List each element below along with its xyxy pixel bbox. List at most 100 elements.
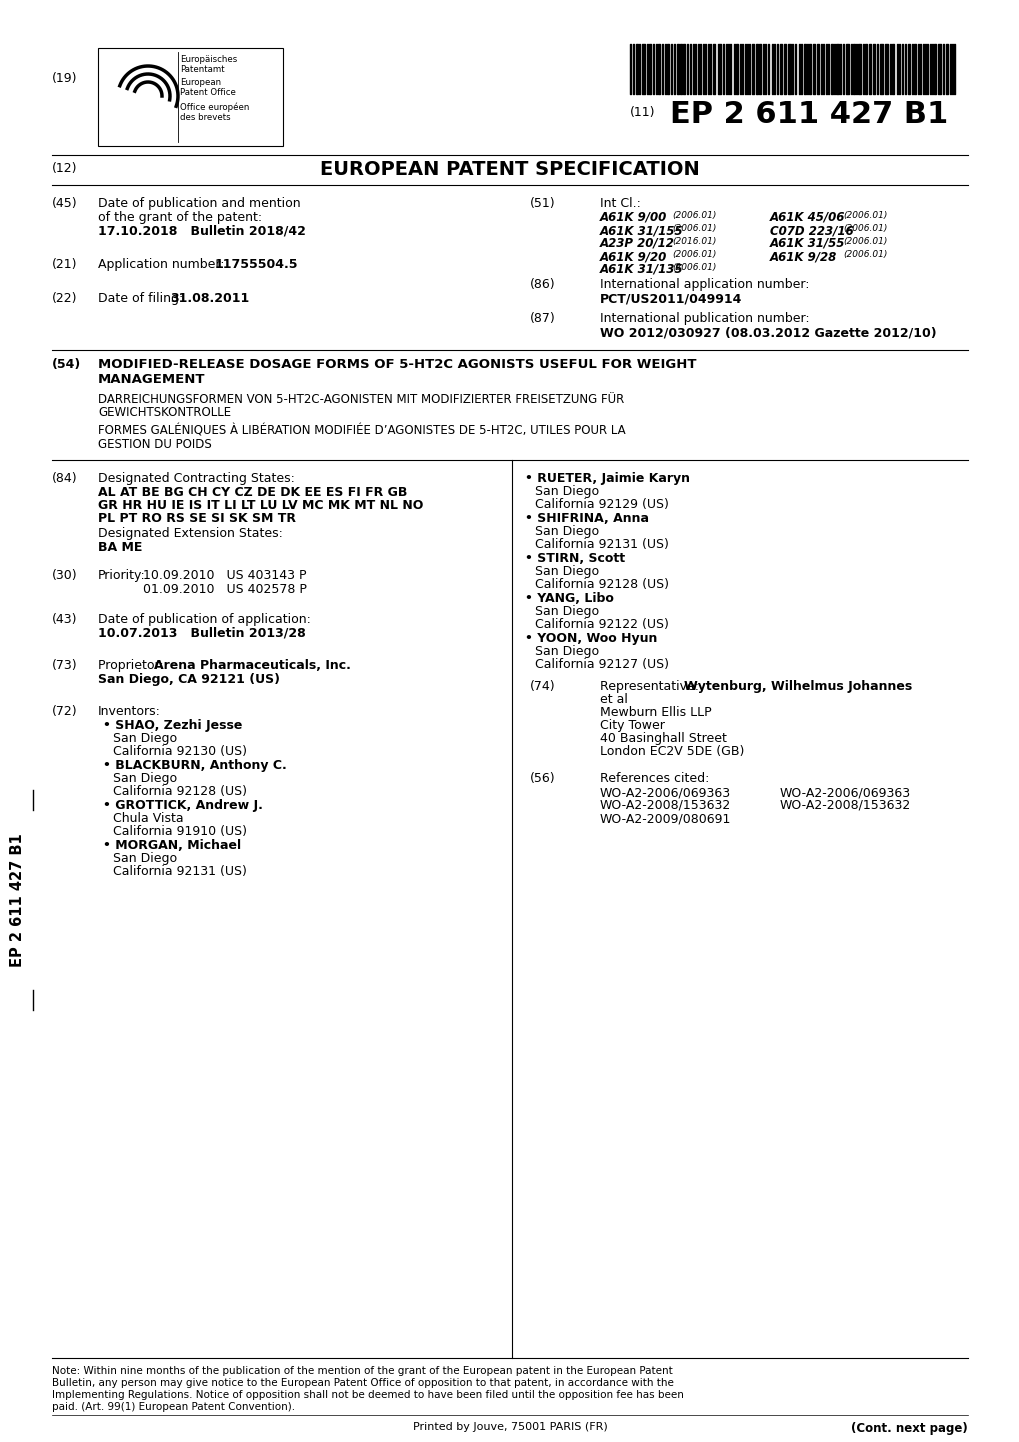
Text: WO-A2-2006/069363: WO-A2-2006/069363 <box>599 786 731 799</box>
Text: PL PT RO RS SE SI SK SM TR: PL PT RO RS SE SI SK SM TR <box>98 512 296 525</box>
Text: (12): (12) <box>52 162 77 174</box>
Text: of the grant of the patent:: of the grant of the patent: <box>98 211 262 224</box>
Text: • YOON, Woo Hyun: • YOON, Woo Hyun <box>525 632 656 645</box>
Text: A61K 31/135: A61K 31/135 <box>599 262 683 275</box>
Text: Implementing Regulations. Notice of opposition shall not be deemed to have been : Implementing Regulations. Notice of oppo… <box>52 1390 683 1400</box>
Text: • RUETER, Jaimie Karyn: • RUETER, Jaimie Karyn <box>525 472 689 485</box>
Text: paid. (Art. 99(1) European Patent Convention).: paid. (Art. 99(1) European Patent Conven… <box>52 1402 294 1412</box>
Text: Office européen: Office européen <box>179 102 249 112</box>
Text: DARREICHUNGSFORMEN VON 5-HT2C-AGONISTEN MIT MODIFIZIERTER FREISETZUNG FÜR: DARREICHUNGSFORMEN VON 5-HT2C-AGONISTEN … <box>98 394 624 407</box>
Text: 17.10.2018   Bulletin 2018/42: 17.10.2018 Bulletin 2018/42 <box>98 225 306 238</box>
Text: A61K 9/00: A61K 9/00 <box>599 211 666 224</box>
Text: (2006.01): (2006.01) <box>842 224 887 234</box>
Text: • YANG, Libo: • YANG, Libo <box>525 593 613 606</box>
Text: San Diego: San Diego <box>535 565 598 578</box>
Text: Mewburn Ellis LLP: Mewburn Ellis LLP <box>599 707 711 720</box>
Text: San Diego, CA 92121 (US): San Diego, CA 92121 (US) <box>98 673 280 686</box>
Text: • MORGAN, Michael: • MORGAN, Michael <box>103 839 240 852</box>
Text: (2006.01): (2006.01) <box>672 249 715 260</box>
Text: Date of publication and mention: Date of publication and mention <box>98 198 301 211</box>
Text: 40 Basinghall Street: 40 Basinghall Street <box>599 733 727 746</box>
Text: GEWICHTSKONTROLLE: GEWICHTSKONTROLLE <box>98 407 231 420</box>
Text: • SHIFRINA, Anna: • SHIFRINA, Anna <box>525 512 648 525</box>
Text: A61K 9/28: A61K 9/28 <box>769 249 837 262</box>
Text: WO-A2-2006/069363: WO-A2-2006/069363 <box>780 786 910 799</box>
Text: MANAGEMENT: MANAGEMENT <box>98 373 205 386</box>
Text: Patent Office: Patent Office <box>179 88 235 97</box>
Text: BA ME: BA ME <box>98 541 143 554</box>
Text: EP 2 611 427 B1: EP 2 611 427 B1 <box>10 833 25 968</box>
Text: References cited:: References cited: <box>599 771 708 784</box>
Text: Wytenburg, Wilhelmus Johannes: Wytenburg, Wilhelmus Johannes <box>684 681 911 694</box>
Text: • BLACKBURN, Anthony C.: • BLACKBURN, Anthony C. <box>103 758 286 771</box>
Text: • SHAO, Zezhi Jesse: • SHAO, Zezhi Jesse <box>103 720 243 733</box>
Text: San Diego: San Diego <box>113 771 177 784</box>
Text: (11): (11) <box>630 107 655 120</box>
Text: C07D 223/16: C07D 223/16 <box>769 224 853 236</box>
Text: AL AT BE BG CH CY CZ DE DK EE ES FI FR GB: AL AT BE BG CH CY CZ DE DK EE ES FI FR G… <box>98 486 407 499</box>
Text: San Diego: San Diego <box>113 852 177 865</box>
Text: • GROTTICK, Andrew J.: • GROTTICK, Andrew J. <box>103 799 263 812</box>
Text: Representative:: Representative: <box>599 681 702 694</box>
Text: San Diego: San Diego <box>535 606 598 619</box>
Text: PCT/US2011/049914: PCT/US2011/049914 <box>599 291 742 306</box>
Text: Application number:: Application number: <box>98 258 228 271</box>
Text: California 92131 (US): California 92131 (US) <box>113 865 247 878</box>
Text: (54): (54) <box>52 358 82 371</box>
Text: International publication number:: International publication number: <box>599 311 809 324</box>
Text: GESTION DU POIDS: GESTION DU POIDS <box>98 438 212 451</box>
Text: (73): (73) <box>52 659 77 672</box>
Text: (19): (19) <box>52 72 77 85</box>
Text: Note: Within nine months of the publication of the mention of the grant of the E: Note: Within nine months of the publicat… <box>52 1366 673 1376</box>
Text: (2006.01): (2006.01) <box>672 262 715 273</box>
Text: Arena Pharmaceuticals, Inc.: Arena Pharmaceuticals, Inc. <box>154 659 351 672</box>
Text: 01.09.2010   US 402578 P: 01.09.2010 US 402578 P <box>143 583 307 596</box>
Text: (21): (21) <box>52 258 77 271</box>
Text: Designated Contracting States:: Designated Contracting States: <box>98 472 294 485</box>
Text: California 92128 (US): California 92128 (US) <box>535 578 668 591</box>
Text: (2006.01): (2006.01) <box>672 224 715 234</box>
Text: California 92127 (US): California 92127 (US) <box>535 658 668 671</box>
Text: (86): (86) <box>530 278 555 291</box>
Text: A61K 9/20: A61K 9/20 <box>599 249 666 262</box>
Text: (2006.01): (2006.01) <box>842 249 887 260</box>
Text: EP 2 611 427 B1: EP 2 611 427 B1 <box>669 99 948 128</box>
Text: • STIRN, Scott: • STIRN, Scott <box>525 552 625 565</box>
Text: (51): (51) <box>530 198 555 211</box>
Text: Chula Vista: Chula Vista <box>113 812 183 825</box>
Text: (87): (87) <box>530 311 555 324</box>
Text: Patentamt: Patentamt <box>179 65 224 74</box>
Text: California 92131 (US): California 92131 (US) <box>535 538 668 551</box>
Text: City Tower: City Tower <box>599 720 664 733</box>
Text: California 92122 (US): California 92122 (US) <box>535 619 668 632</box>
Text: (84): (84) <box>52 472 77 485</box>
Text: Europäisches: Europäisches <box>179 55 237 63</box>
Text: 11755504.5: 11755504.5 <box>215 258 299 271</box>
Text: A61K 31/55: A61K 31/55 <box>769 236 845 249</box>
Text: (22): (22) <box>52 291 77 306</box>
Text: (30): (30) <box>52 570 77 583</box>
Text: Date of filing:: Date of filing: <box>98 291 187 306</box>
Text: Int Cl.:: Int Cl.: <box>599 198 640 211</box>
Text: Proprietor:: Proprietor: <box>98 659 167 672</box>
Text: San Diego: San Diego <box>113 733 177 746</box>
Text: GR HR HU IE IS IT LI LT LU LV MC MK MT NL NO: GR HR HU IE IS IT LI LT LU LV MC MK MT N… <box>98 499 423 512</box>
Text: Priority:: Priority: <box>98 570 146 583</box>
Text: 31.08.2011: 31.08.2011 <box>170 291 249 306</box>
Text: San Diego: San Diego <box>535 485 598 497</box>
Text: (56): (56) <box>530 771 555 784</box>
Text: EUROPEAN PATENT SPECIFICATION: EUROPEAN PATENT SPECIFICATION <box>320 160 699 179</box>
Text: A61K 31/155: A61K 31/155 <box>599 224 683 236</box>
Text: California 92129 (US): California 92129 (US) <box>535 497 668 510</box>
Text: (74): (74) <box>530 681 555 694</box>
Text: California 92128 (US): California 92128 (US) <box>113 784 247 797</box>
Text: 10.07.2013   Bulletin 2013/28: 10.07.2013 Bulletin 2013/28 <box>98 627 306 640</box>
Text: WO-A2-2008/153632: WO-A2-2008/153632 <box>599 799 731 812</box>
Text: (45): (45) <box>52 198 77 211</box>
Text: A23P 20/12: A23P 20/12 <box>599 236 675 249</box>
Text: Designated Extension States:: Designated Extension States: <box>98 526 282 539</box>
Text: WO-A2-2009/080691: WO-A2-2009/080691 <box>599 812 731 825</box>
Text: San Diego: San Diego <box>535 525 598 538</box>
Text: Inventors:: Inventors: <box>98 705 161 718</box>
Text: California 91910 (US): California 91910 (US) <box>113 825 247 838</box>
